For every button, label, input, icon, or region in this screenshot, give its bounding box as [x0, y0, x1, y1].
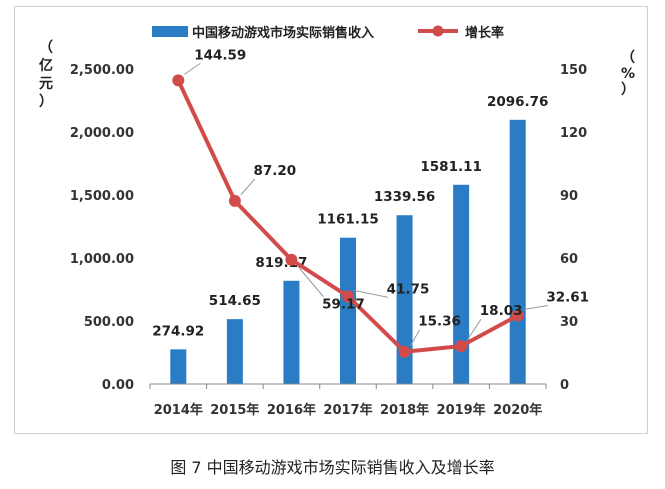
bar: [340, 237, 356, 384]
x-tick-label: 2020年: [493, 402, 542, 418]
line-label-leader: [240, 178, 256, 196]
legend-label-line: 增长率: [465, 25, 504, 41]
line-point: [342, 290, 354, 303]
x-tick-label: 2019年: [437, 402, 486, 418]
chart-frame: [14, 6, 648, 434]
line-point: [511, 309, 524, 322]
x-tick-label: 2015年: [210, 402, 259, 418]
line-label-leader: [297, 265, 324, 298]
line-value-label: 144.59: [194, 47, 246, 63]
bar-value-label: 274.92: [152, 323, 204, 339]
legend-swatch-bar: [152, 26, 188, 37]
y-right-tick-label: 120: [560, 126, 587, 141]
line-point: [228, 194, 241, 207]
figure-caption: 图 7 中国移动游戏市场实际销售收入及增长率: [170, 458, 495, 477]
bar: [226, 319, 243, 384]
y-left-unit-char: （: [39, 40, 53, 56]
line-value-label: 59.17: [322, 297, 365, 313]
y-right-tick-label: 30: [560, 315, 578, 330]
line-value-label: 18.03: [480, 303, 523, 319]
y-left-tick-label: 2,000.00: [70, 126, 134, 141]
line-point: [285, 253, 298, 266]
bar-value-label: 2096.76: [487, 94, 549, 110]
line-label-leader: [466, 318, 482, 341]
bar: [509, 119, 526, 385]
bar: [283, 280, 300, 384]
chart: 0.00 500.00 1,000.00 1,500.00 2,000.00 2,500.…: [39, 25, 635, 418]
bar-value-label: 1581.11: [420, 159, 482, 175]
y-left-tick-label: 1,500.00: [70, 189, 134, 204]
y-left-tick-label: 2,500.00: [70, 63, 134, 78]
y-left-tick-label: 0.00: [102, 378, 134, 393]
line-label-leader: [523, 305, 548, 311]
y-left-unit-char: ）: [39, 94, 53, 110]
legend-swatch-marker: [432, 25, 444, 37]
bar-value-label: 1339.56: [374, 189, 436, 205]
line-label-leader: [410, 329, 421, 346]
line-value-label: 15.36: [418, 314, 461, 330]
line-point: [398, 345, 411, 358]
line-value-label: 87.20: [254, 163, 297, 179]
y-left-unit-char: 亿: [39, 57, 53, 74]
y-left-unit-char: 元: [39, 76, 53, 92]
y-right-tick-label: 60: [560, 252, 578, 267]
x-tick-label: 2014年: [154, 402, 203, 418]
y-right-unit-char: （: [621, 50, 635, 66]
bar-value-label: 1161.15: [317, 212, 379, 228]
line-value-label: 32.61: [546, 290, 589, 306]
x-tick-label: 2017年: [323, 402, 372, 418]
line-value-label: 41.75: [387, 281, 430, 297]
x-tick-label: 2018年: [380, 402, 429, 418]
bar-value-label: 514.65: [209, 293, 261, 309]
y-right-tick-label: 90: [560, 189, 578, 204]
bar: [170, 349, 187, 384]
line-label-leader: [353, 289, 389, 298]
y-left-tick-label: 500.00: [84, 315, 134, 330]
line-point: [455, 340, 468, 353]
x-tick-label: 2016年: [267, 402, 316, 418]
y-right-tick-label: 0: [560, 378, 569, 393]
legend-label-bar: 中国移动游戏市场实际销售收入: [192, 25, 374, 41]
bar: [396, 215, 413, 384]
line-point: [172, 74, 185, 87]
line-label-leader: [184, 62, 201, 75]
y-right-unit-char: %: [621, 66, 635, 82]
y-left-tick-label: 1,000.00: [70, 252, 134, 267]
y-right-unit-char: ）: [621, 82, 635, 98]
bar: [453, 184, 470, 384]
y-right-tick-label: 150: [560, 63, 587, 78]
